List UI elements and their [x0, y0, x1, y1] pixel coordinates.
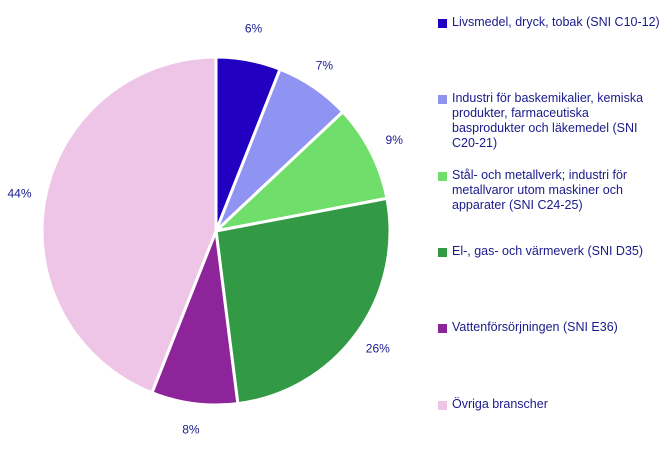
slice-value-label-stal-metall: 9% [386, 133, 404, 147]
legend-swatch [438, 19, 447, 28]
legend-label: Vattenförsörjningen (SNI E36) [452, 320, 618, 334]
legend-label: Livsmedel, dryck, tobak (SNI C10-12) [452, 15, 660, 29]
pie-slice-el-gas-varme [214, 196, 392, 406]
slice-value-label-vatten: 8% [182, 422, 200, 436]
slice-value-label-ovriga: 44% [7, 187, 31, 201]
legend-swatch [438, 95, 447, 104]
slice-value-label-kemi: 7% [316, 59, 334, 73]
legend-label: El-, gas- och värmeverk (SNI D35) [452, 244, 644, 258]
legend-label: Övriga branscher [452, 397, 548, 411]
legend-swatch [438, 324, 447, 333]
legend-label: Industri för baskemikalier, kemiska prod… [452, 91, 644, 150]
slice-value-label-livsmedel: 6% [245, 22, 263, 36]
legend-item-livsmedel: Livsmedel, dryck, tobak (SNI C10-12) [438, 15, 660, 30]
legend-label: Stål- och metallverk; industri för metal… [452, 168, 628, 212]
pie-slice-ovriga [40, 55, 218, 395]
slice-value-label-el-gas-varme: 26% [366, 342, 390, 356]
legend-swatch [438, 248, 447, 257]
pie-slice-stal-metall [214, 110, 389, 233]
legend-swatch [438, 172, 447, 181]
legend-item-el-gas-varme: El-, gas- och värmeverk (SNI D35) [438, 244, 660, 259]
legend-item-ovriga: Övriga branscher [438, 397, 660, 412]
legend-item-kemi: Industri för baskemikalier, kemiska prod… [438, 91, 660, 151]
legend-swatch [438, 401, 447, 410]
legend-item-vatten: Vattenförsörjningen (SNI E36) [438, 320, 660, 335]
legend-item-stal-metall: Stål- och metallverk; industri för metal… [438, 168, 660, 213]
